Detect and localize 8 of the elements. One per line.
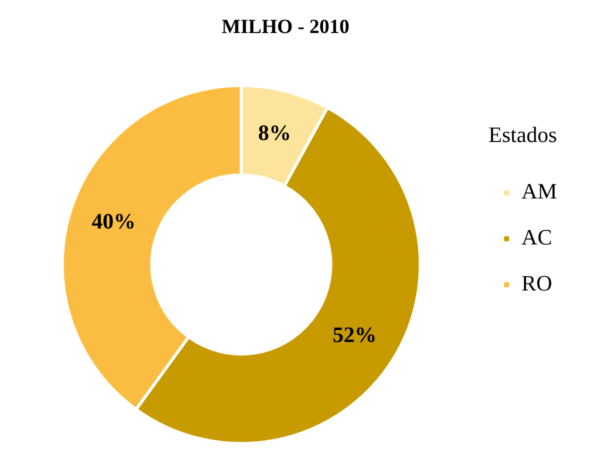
legend-label: AC [522,224,552,250]
legend-label: RO [522,270,552,296]
data-label: 8% [258,120,292,146]
legend-title: Estados [488,122,557,148]
chart-title: MILHO - 2010 [222,16,350,38]
data-label: 40% [92,208,136,234]
data-label: 52% [332,322,377,348]
legend-label: AM [522,178,558,204]
